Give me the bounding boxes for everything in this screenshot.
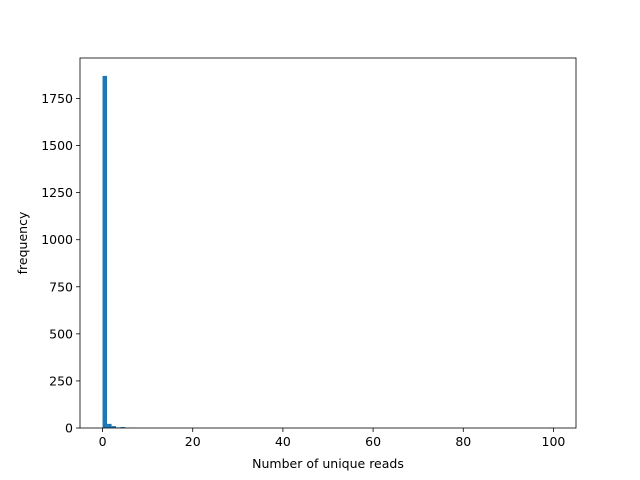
histogram-bar	[120, 427, 126, 428]
y-tick-label: 1500	[41, 138, 73, 153]
y-tick-label: 1000	[41, 232, 73, 247]
x-tick-label: 40	[275, 434, 291, 449]
axes-frame	[79, 57, 577, 429]
y-axis-label: frequency	[15, 211, 30, 274]
x-tick-label: 20	[185, 434, 201, 449]
y-tick-label: 500	[49, 326, 73, 341]
y-tick-label: 1750	[41, 91, 73, 106]
x-tick-label: 0	[99, 434, 107, 449]
x-axis-ticks: 0 20 40 60 80 100	[99, 428, 566, 449]
x-tick-label: 100	[542, 434, 566, 449]
x-tick-label: 80	[455, 434, 471, 449]
y-tick-label: 250	[49, 373, 73, 388]
x-axis-label: Number of unique reads	[252, 456, 404, 471]
histogram-bar	[111, 426, 117, 428]
y-tick-label: 0	[65, 421, 73, 436]
x-tick-label: 60	[365, 434, 381, 449]
y-axis-ticks: 0 250 500 750 1000 1250 1500 1750	[41, 91, 80, 436]
y-tick-label: 1250	[41, 185, 73, 200]
histogram-bar	[107, 423, 112, 428]
histogram-bar	[102, 75, 108, 429]
y-tick-label: 750	[49, 279, 73, 294]
